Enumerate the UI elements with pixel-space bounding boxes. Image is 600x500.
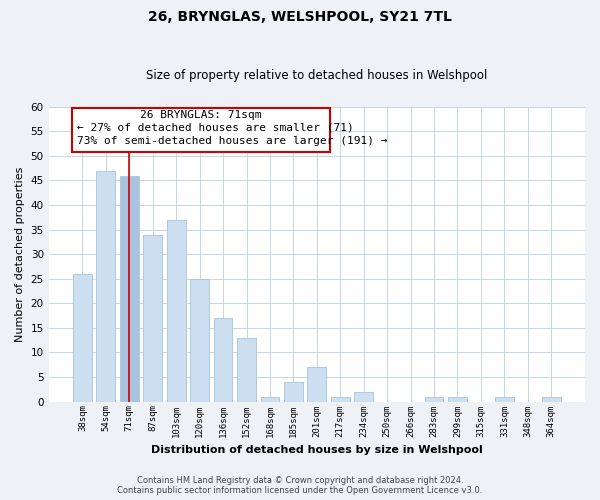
Bar	[355, 392, 373, 402]
Bar	[214, 318, 232, 402]
Bar	[73, 274, 92, 402]
Y-axis label: Number of detached properties: Number of detached properties	[15, 166, 25, 342]
Bar	[143, 234, 162, 402]
Bar	[190, 279, 209, 402]
Text: 26, BRYNGLAS, WELSHPOOL, SY21 7TL: 26, BRYNGLAS, WELSHPOOL, SY21 7TL	[148, 10, 452, 24]
Bar	[237, 338, 256, 402]
Bar	[167, 220, 185, 402]
X-axis label: Distribution of detached houses by size in Welshpool: Distribution of detached houses by size …	[151, 445, 483, 455]
FancyBboxPatch shape	[72, 108, 330, 152]
Bar	[542, 396, 560, 402]
Text: Contains HM Land Registry data © Crown copyright and database right 2024.
Contai: Contains HM Land Registry data © Crown c…	[118, 476, 482, 495]
Title: Size of property relative to detached houses in Welshpool: Size of property relative to detached ho…	[146, 69, 488, 82]
Bar	[307, 367, 326, 402]
Text: 26 BRYNGLAS: 71sqm: 26 BRYNGLAS: 71sqm	[140, 110, 262, 120]
Text: 73% of semi-detached houses are larger (191) →: 73% of semi-detached houses are larger (…	[77, 136, 387, 146]
Bar	[97, 170, 115, 402]
Text: ← 27% of detached houses are smaller (71): ← 27% of detached houses are smaller (71…	[77, 122, 353, 132]
Bar	[260, 396, 280, 402]
Bar	[448, 396, 467, 402]
Bar	[120, 176, 139, 402]
Bar	[495, 396, 514, 402]
Bar	[284, 382, 303, 402]
Bar	[331, 396, 350, 402]
Bar	[425, 396, 443, 402]
